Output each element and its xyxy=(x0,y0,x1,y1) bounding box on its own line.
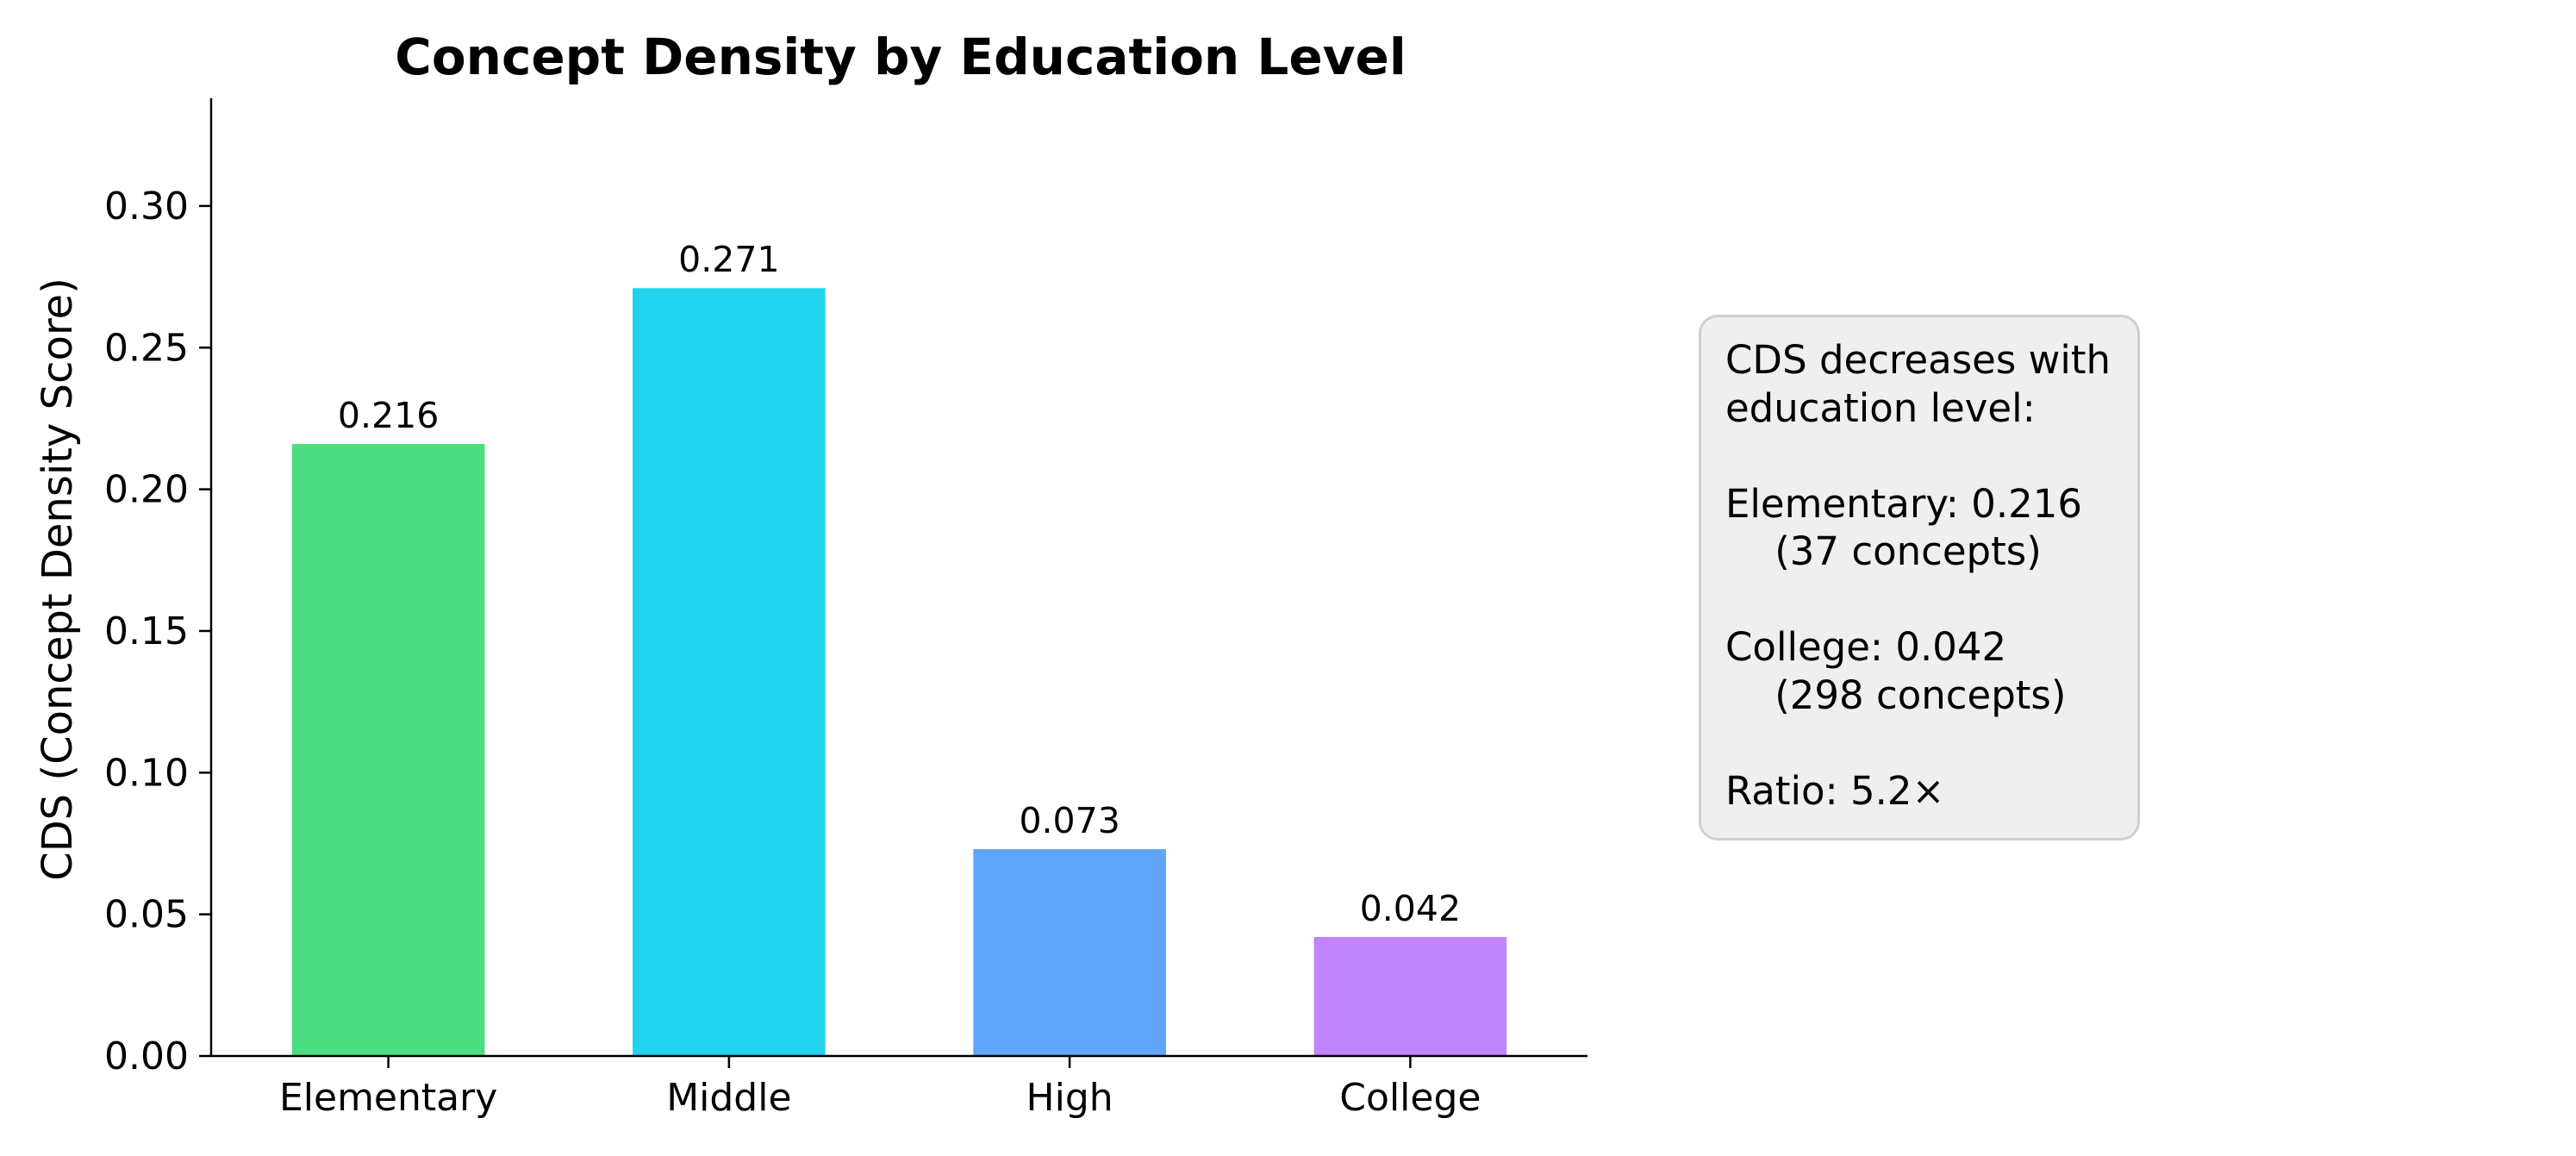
annotation-line: education level: xyxy=(1725,384,2036,431)
y-tick-label: 0.15 xyxy=(104,609,189,653)
y-tick-label: 0.30 xyxy=(104,184,189,228)
y-tick-label: 0.00 xyxy=(104,1034,189,1078)
annotation-line: CDS decreases with xyxy=(1725,337,2111,383)
y-tick-label: 0.05 xyxy=(104,893,189,937)
x-axis-ticks: Elementary Middle High College xyxy=(279,1056,1481,1120)
y-tick-label: 0.10 xyxy=(104,751,189,795)
annotation-box: CDS decreases with education level: Elemen… xyxy=(1699,315,2140,840)
bar-value-label-college: 0.042 xyxy=(1360,888,1461,929)
bar-value-label-middle: 0.271 xyxy=(678,239,779,280)
annotation-line xyxy=(1725,576,2117,624)
x-tick-label-college: College xyxy=(1339,1076,1481,1120)
y-tick-label: 0.25 xyxy=(104,326,189,370)
annotation-line: Elementary: 0.216 xyxy=(1725,480,2083,527)
x-tick-label-elementary: Elementary xyxy=(279,1076,497,1120)
y-axis-label: CDS (Concept Density Score) xyxy=(34,278,82,881)
bars-layer xyxy=(291,288,1507,1057)
annotation-line xyxy=(1725,432,2117,480)
annotation-line: (298 concepts) xyxy=(1725,672,2067,718)
y-tick-label: 0.20 xyxy=(104,468,189,512)
annotation-line: (37 concepts) xyxy=(1725,528,2042,574)
annotation-line: Ratio: 5.2× xyxy=(1725,767,1945,814)
bar-value-label-elementary: 0.216 xyxy=(338,395,439,436)
y-axis-ticks: 0.00 0.05 0.10 0.15 0.20 0.25 0.30 xyxy=(104,184,211,1078)
bar-value-label-high: 0.073 xyxy=(1019,800,1120,841)
bar-college xyxy=(1313,936,1507,1056)
chart-title: Concept Density by Education Level xyxy=(395,28,1406,86)
bar-value-labels: 0.216 0.271 0.073 0.042 xyxy=(338,239,1461,929)
x-tick-label-middle: Middle xyxy=(666,1076,791,1120)
bar-elementary xyxy=(291,444,485,1056)
bar-middle xyxy=(633,288,826,1057)
annotation-line xyxy=(1725,719,2117,767)
x-tick-label-high: High xyxy=(1026,1076,1113,1120)
annotation-line: College: 0.042 xyxy=(1725,624,2007,670)
bar-high xyxy=(973,849,1166,1056)
